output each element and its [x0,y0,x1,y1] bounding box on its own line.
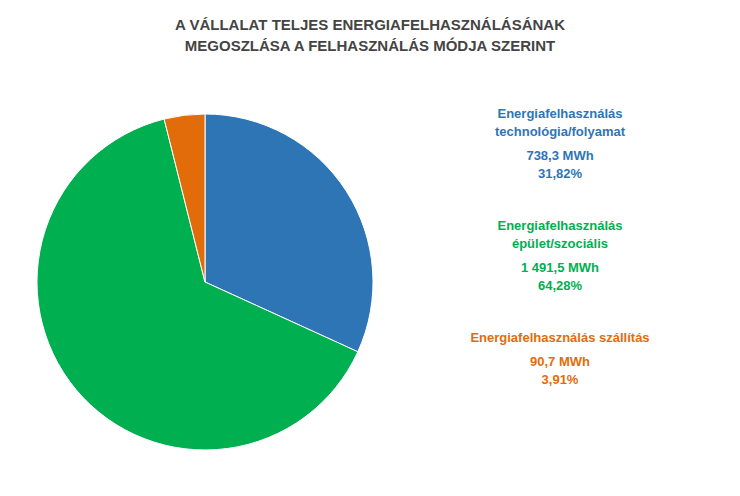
chart-title-line: A VÁLLALAT TELJES ENERGIAFELHASZNÁLÁSÁNA… [175,16,565,33]
value-label-line: 90,7 MWh [530,354,590,369]
pie-slice [164,114,205,282]
chart: A VÁLLALAT TELJES ENERGIAFELHASZNÁLÁSÁNA… [0,0,740,496]
chart-title-line: MEGOSZLÁSA A FELHASZNÁLÁS MÓDJA SZERINT [185,37,555,54]
value-label-line: 1 491,5 MWh [521,260,599,275]
value-label-line: 64,28% [538,278,583,293]
value-label: 738,3 MWh 31,82% [526,148,593,181]
slice-label-line: Energiafelhasználás [498,218,623,233]
pie [37,114,373,450]
value-label: 90,7 MWh 3,91% [530,354,590,387]
slice-label-line: Energiafelhasználás szállítás [470,330,649,345]
slice-label: Energiafelhasználás technológia/folyamat [495,106,626,139]
value-label-line: 738,3 MWh [526,148,593,163]
slice-label-line: Energiafelhasználás [498,106,623,121]
slice-label: Energiafelhasználás épület/szociális [498,218,623,251]
value-label-line: 31,82% [538,166,583,181]
value-label-line: 3,91% [542,372,579,387]
chart-title: A VÁLLALAT TELJES ENERGIAFELHASZNÁLÁSÁNA… [175,16,565,54]
slice-label: Energiafelhasználás szállítás [470,330,649,345]
value-label: 1 491,5 MWh 64,28% [521,260,599,293]
slice-label-line: technológia/folyamat [495,124,626,139]
slice-label-line: épület/szociális [512,236,608,251]
